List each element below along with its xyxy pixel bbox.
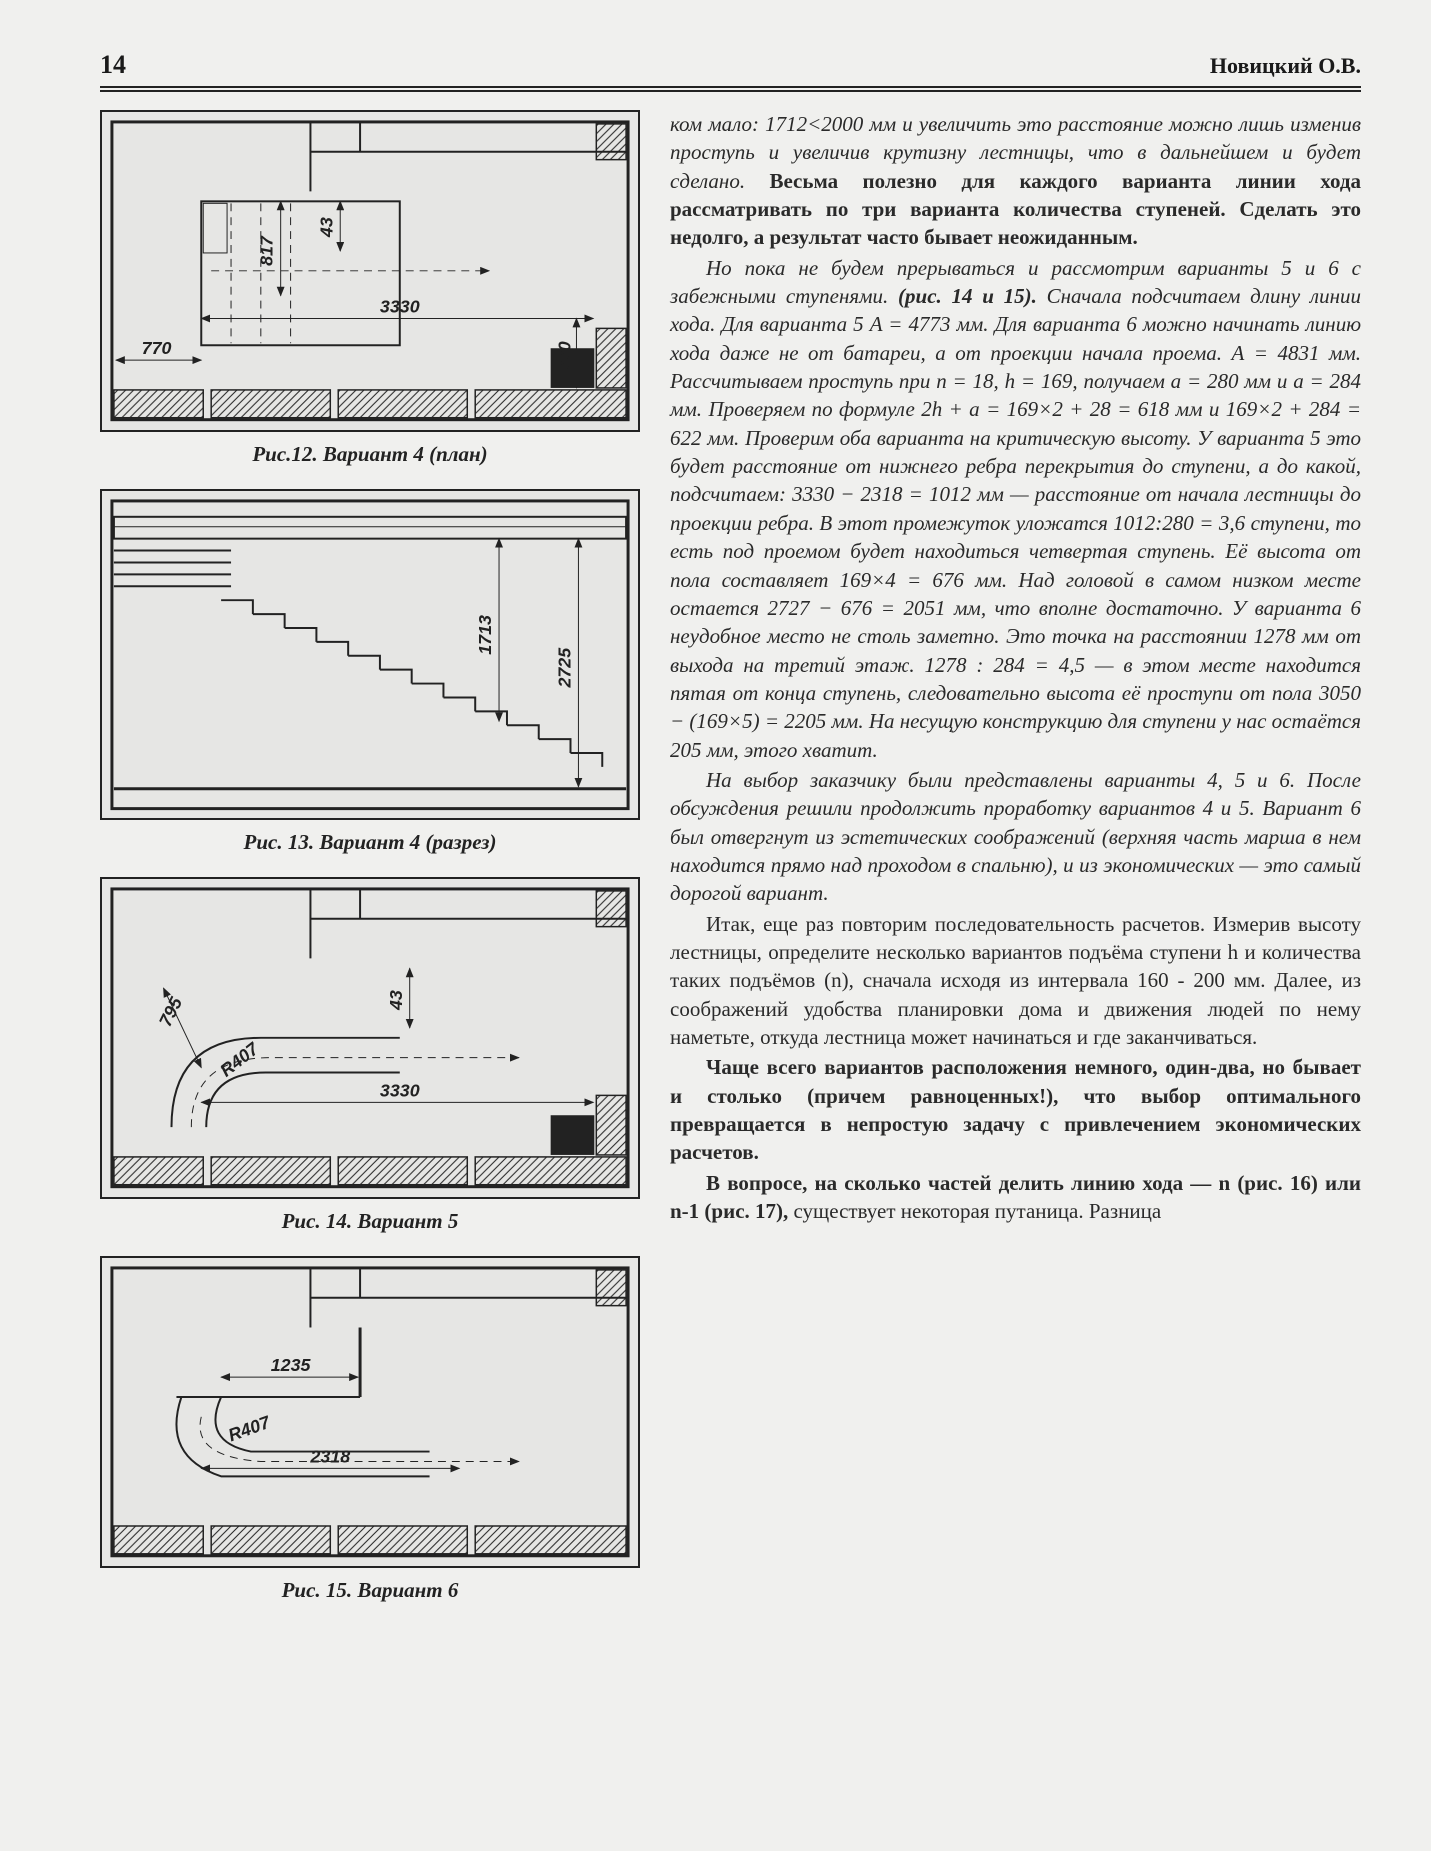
figure-15-caption: Рис. 15. Вариант 6 <box>100 1578 640 1603</box>
dim-3330: 3330 <box>380 297 420 317</box>
page-header: 14 Новицкий О.В. <box>100 50 1361 92</box>
p2b: (рис. 14 и 15). <box>898 284 1037 308</box>
figure-13-caption: Рис. 13. Вариант 4 (разрез) <box>100 830 640 855</box>
dim-r407: R407 <box>216 1038 263 1081</box>
dim-2725: 2725 <box>554 646 574 688</box>
dim-r407b: R407 <box>226 1411 274 1445</box>
dim-43: 43 <box>316 217 336 238</box>
p6b: существует некоторая путаница. Разница <box>794 1199 1162 1223</box>
body-text: ком мало: 1712<2000 мм и увеличить это р… <box>670 110 1361 1625</box>
figure-12-caption: Рис.12. Вариант 4 (план) <box>100 442 640 467</box>
dim-43b: 43 <box>386 990 406 1011</box>
figure-13: 1713 2725 <box>100 489 640 821</box>
author-name: Новицкий О.В. <box>1210 53 1361 79</box>
dim-795: 795 <box>155 993 187 1030</box>
dim-2318: 2318 <box>309 1446 350 1466</box>
p1b: Весьма полезно для каждого варианта лини… <box>670 169 1361 250</box>
dim-1713: 1713 <box>475 615 495 655</box>
p2c: Сначала подсчитаем длину линии хода. Для… <box>670 284 1361 762</box>
p4: Итак, еще раз повторим последовательност… <box>670 910 1361 1052</box>
dim-770r: 770 <box>555 341 575 371</box>
dim-817: 817 <box>257 235 277 266</box>
p5: Чаще всего вариантов расположения немног… <box>670 1053 1361 1166</box>
dim-770l: 770 <box>142 338 172 358</box>
figure-15: 1235 R407 2318 <box>100 1256 640 1568</box>
page-number: 14 <box>100 50 126 80</box>
dim-1235: 1235 <box>271 1355 312 1375</box>
figure-14: R407 795 43 3330 <box>100 877 640 1199</box>
figures-column: 3330 770 770 817 43 Рис.12. <box>100 110 640 1625</box>
figure-14-caption: Рис. 14. Вариант 5 <box>100 1209 640 1234</box>
dim-3330b: 3330 <box>380 1081 420 1101</box>
figure-12: 3330 770 770 817 43 <box>100 110 640 432</box>
p3: На выбор заказчику были представлены вар… <box>670 766 1361 908</box>
